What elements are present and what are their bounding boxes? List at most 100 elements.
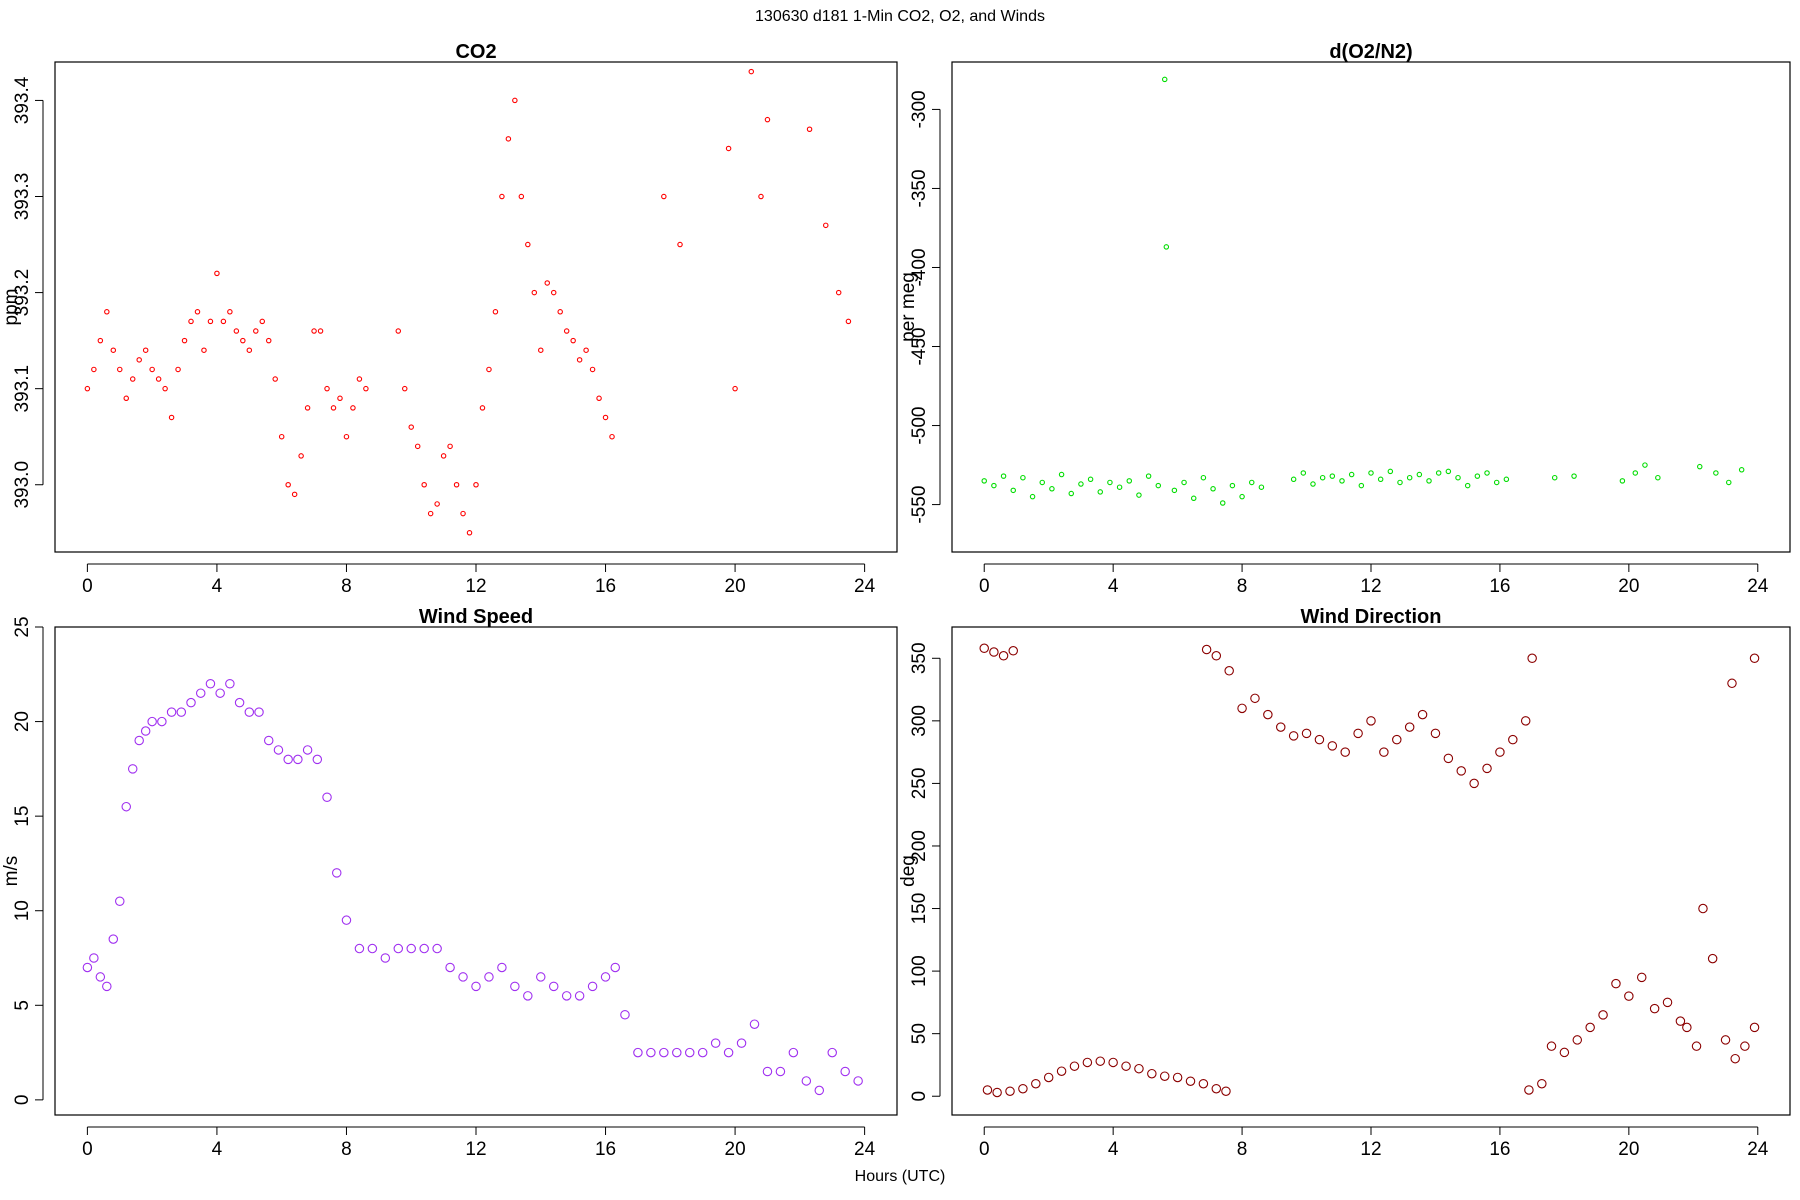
wind-speed-y-tick-label: 25 (12, 616, 33, 637)
wind-speed-data-point (108, 934, 119, 944)
wind-direction-data-point (1327, 741, 1338, 751)
wind-speed-data-point (574, 991, 585, 1001)
wind-direction-x-tick-label: 4 (1108, 1139, 1119, 1160)
wind-direction-data-point (1008, 646, 1018, 656)
co2-data-point (460, 510, 466, 517)
co2-data-point (402, 385, 408, 392)
wind-speed-data-point (273, 745, 284, 755)
co2-data-point (596, 395, 602, 402)
wind-direction-data-point (1031, 1078, 1041, 1089)
wind-direction-data-point (1237, 703, 1247, 714)
co2-y-tick-label: 393.1 (12, 365, 33, 413)
co2-data-point (337, 395, 343, 402)
wind-speed-data-point (225, 678, 235, 689)
wind-speed-y-tick-label: 0 (12, 1095, 33, 1106)
wind-speed-data-point (354, 943, 365, 954)
co2-data-point (479, 405, 486, 411)
d-o2-n2-data-point (1171, 487, 1178, 494)
wind-speed-data-point (215, 688, 225, 698)
d-o2-n2-data-point (1181, 479, 1187, 486)
co2-data-point (123, 395, 129, 402)
co2-data-point (253, 328, 259, 334)
co2-data-point (259, 318, 266, 325)
co2-data-point (518, 193, 525, 200)
d-o2-n2-data-point (1377, 476, 1384, 483)
wind-direction-y-tick-label: 250 (909, 768, 930, 800)
wind-speed-data-point (393, 943, 404, 954)
wind-speed-data-point (788, 1047, 799, 1058)
d-o2-n2-data-point (1571, 473, 1577, 479)
co2-data-point (233, 328, 240, 334)
co2-data-point (440, 453, 447, 459)
co2-data-point (725, 145, 732, 152)
wind-direction-data-point (1443, 753, 1454, 764)
co2-data-point (544, 280, 550, 286)
wind-direction-data-point (1559, 1047, 1570, 1058)
wind-direction-data-point (1211, 651, 1222, 661)
wind-speed-data-point (684, 1047, 695, 1058)
wind-direction-data-point (989, 647, 999, 657)
wind-direction-data-point (1430, 728, 1441, 739)
wind-direction-data-point (1250, 693, 1260, 704)
co2-y-tick-label: 393.2 (12, 269, 33, 317)
co2-data-point (317, 328, 324, 334)
wind-speed-data-point (749, 1019, 760, 1029)
wind-direction-data-point (1392, 734, 1402, 745)
wind-speed-data-point (380, 953, 391, 963)
co2-data-point (324, 385, 330, 392)
wind-direction-data-point (1691, 1041, 1702, 1051)
co2-data-point (758, 193, 764, 200)
d-o2-n2-data-point (1145, 473, 1152, 479)
co2-data-point (188, 318, 194, 325)
d-o2-n2-data-point (1087, 476, 1094, 483)
wind-direction-x-tick-label: 12 (1360, 1139, 1381, 1160)
co2-data-point (227, 309, 233, 315)
co2-data-point (110, 347, 117, 353)
d-o2-n2-data-point (1348, 471, 1355, 478)
wind-direction-data-point (998, 651, 1009, 661)
wind-direction-data-point (979, 643, 989, 654)
d-o2-n2-data-point (1713, 470, 1719, 476)
d-o2-n2-data-point (1010, 487, 1016, 494)
wind-direction-data-point (1095, 1056, 1106, 1066)
co2-data-point (583, 347, 589, 353)
d-o2-n2-data-point (1190, 495, 1197, 502)
co2-data-point (732, 385, 738, 392)
wind-speed-data-point (134, 735, 144, 746)
wind-speed-data-point (263, 735, 274, 746)
wind-speed-x-tick-label: 0 (82, 1139, 93, 1160)
co2-data-point (395, 328, 402, 334)
d-o2-n2-data-point (1397, 479, 1403, 486)
wind-speed-data-point (548, 981, 559, 992)
wind-direction-data-point (1730, 1053, 1740, 1064)
co2-data-point (845, 318, 852, 325)
co2-data-point (563, 328, 570, 334)
wind-speed-data-point (186, 697, 196, 708)
wind-speed-plot-frame (54, 626, 898, 1116)
wind-direction-data-point (1134, 1063, 1144, 1074)
d-o2-n2-y-tick-label: -350 (909, 169, 930, 207)
co2-data-point (505, 136, 512, 142)
wind-speed-data-point (432, 943, 442, 954)
wind-direction-x-tick-label: 0 (979, 1139, 990, 1160)
d-o2-n2-y-tick-label: -300 (909, 90, 930, 128)
wind-direction-y-tick-label: 50 (909, 1023, 930, 1044)
co2-data-point (350, 405, 356, 411)
wind-speed-y-tick-label: 15 (12, 806, 33, 827)
co2-data-point (84, 385, 91, 392)
wind-speed-data-point (458, 972, 468, 982)
wind-direction-data-point (1611, 978, 1621, 989)
d-o2-n2-data-point (1300, 470, 1307, 476)
wind-direction-data-point (1456, 766, 1466, 776)
wind-direction-data-point (1147, 1068, 1157, 1079)
d-o2-n2-data-point (1484, 470, 1490, 476)
co2-data-point (408, 424, 414, 430)
wind-direction-data-point (1263, 709, 1273, 720)
co2-data-point (453, 481, 460, 488)
wind-speed-y-tick-label: 10 (12, 900, 33, 921)
wind-direction-data-point (1043, 1072, 1054, 1083)
wind-speed-data-point (853, 1076, 863, 1086)
co2-data-point (207, 318, 214, 325)
wind-direction-data-point (1276, 722, 1286, 732)
